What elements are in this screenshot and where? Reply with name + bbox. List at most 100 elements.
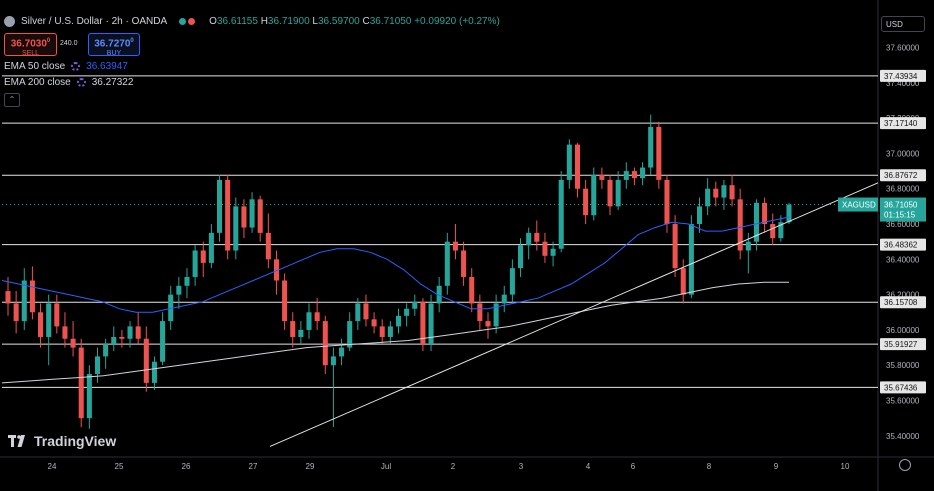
x-tick-label: 27 [249,462,258,471]
level-price-tag [880,381,926,394]
candle-body [127,326,133,339]
ascending-trendline [269,182,879,447]
candle-body [412,301,418,309]
candle-body [501,294,507,304]
x-tick-label: 29 [306,462,315,471]
candle-body [46,303,52,337]
ohlc-change: +0.09920 (+0.27%) [414,16,500,27]
candle-body [86,374,92,419]
candle-body [631,171,637,179]
bar-countdown: 01:15:15 [884,211,916,220]
last-price-tag [880,197,926,222]
candle-body [249,199,255,228]
candle-body [339,347,345,357]
ema50-settings-icon[interactable] [71,62,81,71]
candle-body [78,347,84,419]
y-tick-label: 37.60000 [886,44,920,53]
candle-body [265,232,271,260]
ohlc-close-value: 36.71050 [369,16,412,27]
y-tick-label: 36.00000 [886,326,920,335]
candle-body [13,303,19,322]
candle-body [729,185,735,200]
y-tick-label: 37.40000 [886,79,920,88]
ema50-label: EMA 50 close [4,61,66,72]
candle-body [135,326,141,339]
candle-body [526,232,532,246]
candle-body [347,321,353,348]
candle-body [485,321,491,327]
buy-button[interactable]: 36.72700 BUY [88,33,140,58]
candle-body [111,336,117,345]
candle-body [550,248,556,256]
level-price-tag [880,338,926,351]
candle-body [314,312,320,322]
sell-price: 36.7030 [10,38,47,50]
x-tick-label: 10 [841,462,850,471]
candle-body [778,222,784,239]
candle-body [21,280,27,322]
x-tick-label: 4 [586,462,591,471]
y-tick-label: 36.40000 [886,255,920,264]
level-price-tag [880,296,926,309]
candle-body [599,174,605,180]
level-price-tag [880,117,926,130]
candle-body [160,321,166,362]
y-tick-label: 37.00000 [886,149,920,158]
candle-body [770,224,776,239]
buy-label: BUY [106,50,122,58]
candle-body [721,185,727,198]
currency-selector[interactable]: USD [881,16,925,32]
candle-body [428,303,434,345]
symbol-legend: Silver / U.S. Dollar · 2h · OANDA O36.61… [4,16,500,27]
candle-body [404,308,410,316]
chart-settings-gear-icon[interactable] [899,459,911,471]
candle-body [387,326,393,337]
ohlc-open-value: 36.61155 [216,16,258,27]
ohlc-close-key: C [362,16,370,27]
ema200-legend[interactable]: EMA 200 close 36.27322 [4,77,133,88]
market-open-dot-icon [179,18,187,25]
candle-body [322,321,328,366]
candle-body [615,179,621,207]
candle-body [216,179,223,233]
candle-body [452,241,458,251]
ema200-value: 36.27322 [91,77,134,88]
candle-body [420,301,426,345]
y-tick-label: 36.60000 [886,220,920,229]
candle-body [38,312,44,337]
ohlc-low-value: 36.59700 [317,16,360,27]
sell-price-sup: 0 [46,38,51,44]
candle-body [330,356,336,366]
x-tick-label: 2 [451,462,456,471]
candle-body [225,179,231,251]
candle-body [607,179,613,207]
candle-body [5,291,11,304]
candle-body [664,179,670,225]
buy-price-sup: 0 [130,38,134,44]
candle-body [29,280,35,313]
candle-body [745,241,751,251]
symbol-title[interactable]: Silver / U.S. Dollar · 2h · OANDA [21,16,168,27]
sell-button[interactable]: 36.70300 SELL [4,33,57,57]
candle-body [583,188,589,216]
collapse-legend-button[interactable]: ⌃ [4,93,20,107]
ema50-legend[interactable]: EMA 50 close 36.63947 [4,61,128,72]
candle-body [672,224,678,269]
ema200-settings-icon[interactable] [76,78,86,87]
market-alert-dot-icon [188,18,196,25]
candle-body [151,361,157,383]
y-tick-label: 35.80000 [886,361,920,370]
x-tick-label: 25 [115,462,124,471]
candle-body [94,356,101,375]
candle-body [306,312,312,330]
ohlc-high-key: H [260,16,268,27]
candle-body [208,232,214,263]
candle-body [70,338,76,348]
y-tick-label: 36.20000 [886,291,920,300]
level-price-label: 36.15708 [884,298,918,307]
silver-symbol-icon [4,16,15,27]
candle-body [379,326,385,337]
last-price-symbol: XAGUSD [842,201,876,210]
level-price-label: 37.43934 [884,72,918,81]
